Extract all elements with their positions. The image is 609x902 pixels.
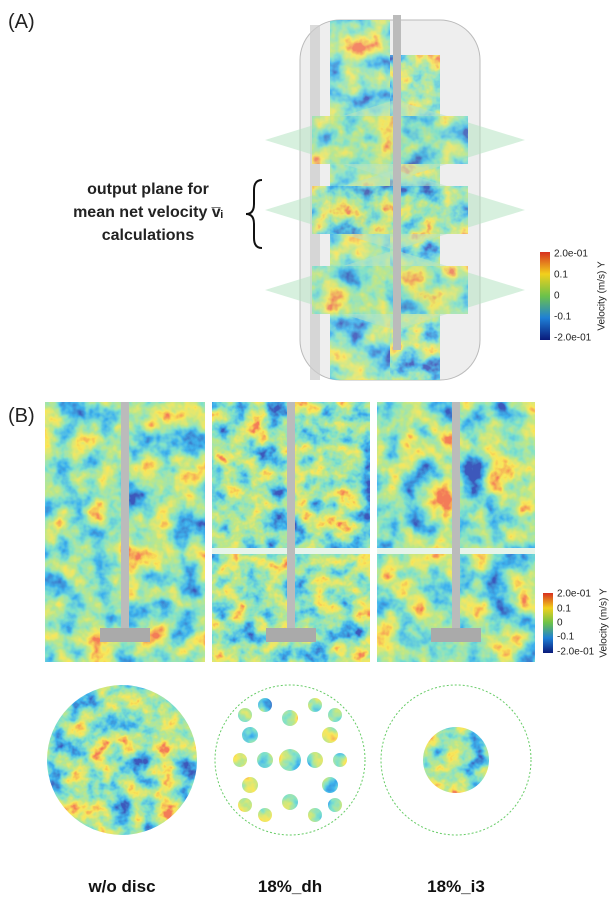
colorbar-tick: 0.1 (557, 604, 571, 615)
colorbar-tick: -0.1 (554, 312, 572, 323)
brace (246, 180, 262, 248)
colorbar-tick: 0 (554, 291, 560, 302)
colorbar (540, 252, 550, 340)
colorbar-tick: -0.1 (557, 632, 575, 643)
figure: (A) output plane for mean net velocity v… (0, 0, 609, 902)
case-label: 18%_dh (258, 877, 322, 896)
colorbar-tick: 2.0e-01 (557, 589, 591, 600)
annotation-line: calculations (102, 227, 195, 244)
annotation-line: output plane for (87, 181, 209, 198)
colorbar-title: Velocity (m/s) Y (599, 588, 609, 658)
cross-sections (47, 685, 531, 835)
colorbar-tick: -2.0e-01 (554, 333, 592, 344)
panel-label: (A) (8, 11, 35, 33)
case-label: w/o disc (87, 877, 155, 896)
colorbar-tick: -2.0e-01 (557, 647, 595, 658)
colorbar-tick: 0 (557, 618, 563, 629)
colorbar-tick: 0.1 (554, 270, 568, 281)
shaft (393, 15, 401, 350)
colorbar-title: Velocity (m/s) Y (597, 261, 608, 331)
case-label: 18%_i3 (427, 877, 485, 896)
flow-slices (45, 402, 535, 662)
annotation-line: mean net velocity v̅ᵢ (73, 204, 223, 221)
colorbar-tick: 2.0e-01 (554, 249, 588, 260)
colorbar (543, 593, 553, 653)
panel-label: (B) (8, 405, 35, 427)
